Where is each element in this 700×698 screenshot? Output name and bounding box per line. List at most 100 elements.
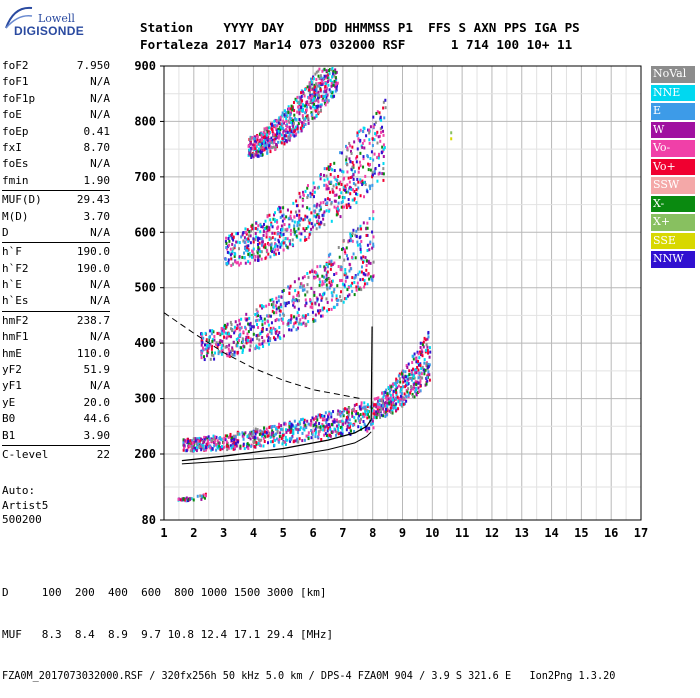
echo-point bbox=[392, 393, 395, 397]
echo-point bbox=[323, 167, 326, 171]
echo-point bbox=[284, 138, 287, 142]
echo-point bbox=[264, 141, 267, 145]
header-labels: Station YYYY DAY DDD HHMMSS P1 FFS S AXN… bbox=[140, 20, 580, 35]
echo-point bbox=[312, 195, 315, 199]
echo-point bbox=[329, 284, 332, 288]
echo-point bbox=[349, 232, 352, 236]
echo-point bbox=[223, 329, 226, 333]
echo-point bbox=[271, 309, 274, 313]
echo-point bbox=[377, 396, 380, 400]
echo-point bbox=[293, 113, 296, 117]
echo-point bbox=[325, 174, 328, 178]
echo-point bbox=[410, 369, 413, 373]
echo-point bbox=[347, 286, 350, 290]
echo-point bbox=[336, 205, 339, 209]
echo-point bbox=[231, 328, 234, 332]
echo-point bbox=[371, 144, 374, 148]
echo-point bbox=[280, 228, 283, 232]
echo-point bbox=[314, 275, 317, 279]
echo-point bbox=[358, 405, 361, 409]
echo-point bbox=[376, 130, 379, 134]
echo-point bbox=[254, 226, 257, 230]
echo-point bbox=[256, 135, 259, 139]
echo-point bbox=[372, 125, 375, 129]
echo-point bbox=[362, 221, 365, 225]
echo-point bbox=[385, 388, 388, 392]
echo-point bbox=[311, 306, 314, 310]
echo-point bbox=[311, 192, 314, 196]
echo-point bbox=[299, 100, 302, 104]
echo-point bbox=[279, 242, 282, 246]
echo-point bbox=[325, 297, 328, 301]
echo-point bbox=[255, 346, 258, 350]
echo-point bbox=[278, 325, 281, 329]
echo-point bbox=[369, 156, 372, 160]
auto-program: Artist5 bbox=[2, 498, 49, 512]
echo-point bbox=[321, 213, 324, 217]
echo-point bbox=[307, 236, 310, 240]
echo-point bbox=[341, 420, 344, 424]
echo-point bbox=[333, 273, 336, 277]
echo-point bbox=[318, 277, 321, 281]
echo-point bbox=[317, 185, 320, 189]
echo-point bbox=[313, 102, 316, 106]
echo-point bbox=[426, 345, 429, 349]
echo-point bbox=[220, 346, 223, 350]
echo-point bbox=[232, 353, 235, 357]
echo-point bbox=[214, 443, 217, 447]
echo-point bbox=[288, 223, 291, 227]
echo-point bbox=[377, 410, 380, 414]
echo-point bbox=[333, 205, 336, 209]
echo-point bbox=[332, 290, 335, 294]
echo-point bbox=[355, 288, 358, 292]
echo-point bbox=[247, 260, 250, 264]
echo-point bbox=[289, 422, 292, 426]
echo-point bbox=[326, 197, 329, 201]
echo-point bbox=[218, 342, 221, 346]
echo-point bbox=[296, 127, 299, 131]
echo-point bbox=[317, 413, 320, 417]
echo-point bbox=[327, 435, 330, 439]
echo-point bbox=[364, 183, 367, 187]
echo-point bbox=[282, 433, 285, 437]
echo-point bbox=[366, 273, 369, 277]
echo-point bbox=[369, 187, 372, 191]
x-tick-label: 14 bbox=[544, 526, 558, 540]
echo-point bbox=[293, 280, 296, 284]
echo-point bbox=[352, 181, 355, 185]
echo-point bbox=[308, 233, 311, 237]
echo-point bbox=[326, 424, 329, 428]
echo-point bbox=[272, 311, 275, 315]
echo-point bbox=[211, 329, 214, 333]
echo-point bbox=[260, 438, 263, 442]
echo-point bbox=[229, 444, 232, 448]
echo-point bbox=[290, 118, 293, 122]
echo-point bbox=[328, 165, 331, 169]
echo-point bbox=[322, 173, 325, 177]
echo-point bbox=[239, 446, 242, 450]
echo-point bbox=[341, 282, 344, 286]
echo-point bbox=[219, 340, 222, 344]
echo-point bbox=[289, 135, 292, 139]
echo-point bbox=[297, 220, 300, 224]
echo-point bbox=[265, 133, 268, 137]
echo-point bbox=[256, 436, 259, 440]
echo-point bbox=[273, 119, 276, 123]
echo-point bbox=[297, 122, 300, 126]
echo-point bbox=[296, 311, 299, 315]
echo-point bbox=[340, 290, 343, 294]
param-row: h`F2 190.0 bbox=[2, 261, 110, 277]
param-value: N/A bbox=[90, 225, 110, 239]
echo-point bbox=[382, 172, 385, 176]
echo-point bbox=[357, 180, 360, 184]
echo-point bbox=[269, 326, 272, 330]
x-tick-label: 8 bbox=[369, 526, 376, 540]
echo-point bbox=[274, 145, 277, 149]
echo-point bbox=[317, 74, 320, 78]
echo-point bbox=[272, 302, 275, 306]
echo-point bbox=[243, 246, 246, 250]
echo-point bbox=[305, 238, 308, 242]
echo-point bbox=[298, 321, 301, 325]
echo-point bbox=[340, 151, 343, 155]
echo-point bbox=[319, 264, 322, 268]
